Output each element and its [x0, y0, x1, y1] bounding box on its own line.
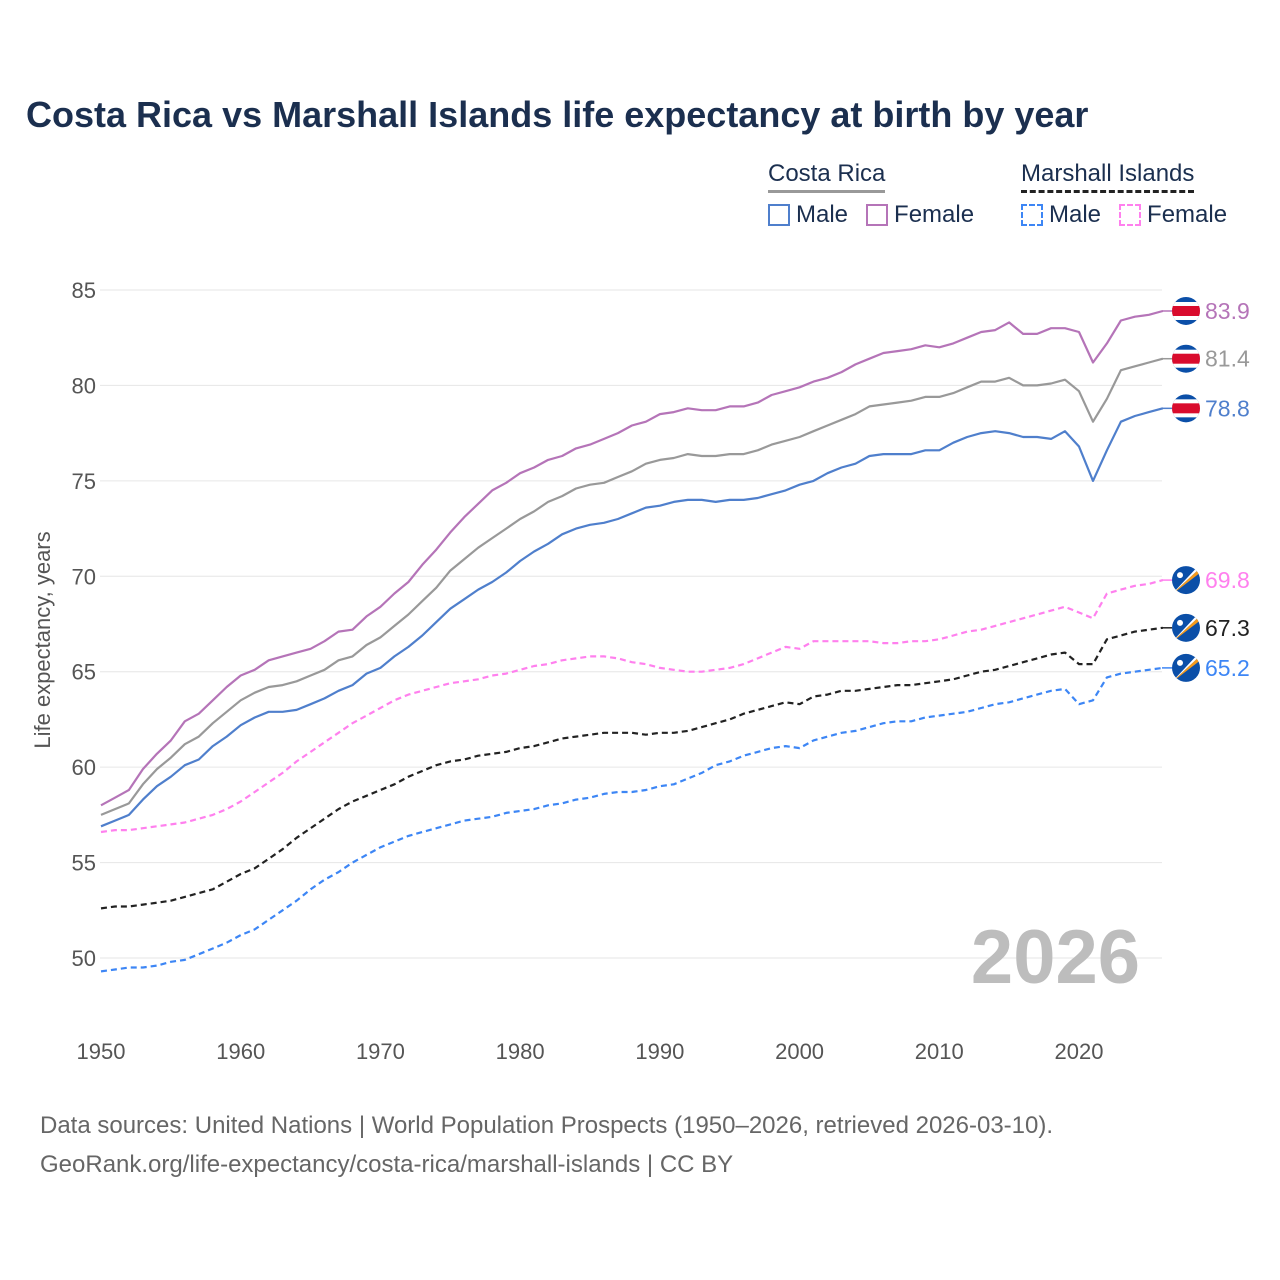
legend-costa-rica-male: Male: [768, 201, 848, 229]
legend-marshall-islands-female: Female: [1119, 201, 1227, 229]
legend-costa-rica-title: Costa Rica: [768, 160, 886, 193]
marshall-islands-flag-icon: [1172, 613, 1200, 642]
x-tick-label: 1960: [216, 1039, 265, 1064]
x-tick-label: 1950: [77, 1039, 126, 1064]
series-line-marshall-islands-male: [100, 666, 1163, 973]
series-line-costa-rica-total: [100, 357, 1164, 816]
footer: Data sources: United Nations | World Pop…: [40, 1106, 1053, 1184]
y-axis-label: Life expectancy, years: [30, 531, 55, 748]
end-value-label: 65.2: [1205, 655, 1250, 681]
y-tick-label: 85: [72, 278, 96, 303]
source-link[interactable]: GeoRank.org/life-expectancy/costa-rica/m…: [40, 1151, 734, 1178]
x-tick-label: 2010: [915, 1039, 964, 1064]
y-tick-label: 60: [72, 755, 96, 780]
x-tick-label: 1990: [635, 1039, 684, 1064]
legend-label: Female: [894, 201, 975, 228]
legend-costa-rica: Costa Rica Male Female: [768, 160, 974, 229]
costa-rica-flag-icon: [1172, 344, 1200, 373]
y-tick-label: 50: [72, 946, 96, 971]
y-tick-label: 55: [72, 851, 96, 876]
x-tick-label: 2020: [1055, 1039, 1104, 1064]
y-tick-label: 70: [72, 564, 96, 589]
chart-title: Costa Rica vs Marshall Islands life expe…: [26, 94, 1089, 135]
end-value-label: 81.4: [1205, 346, 1250, 372]
legend-marshall-islands-title: Marshall Islands: [1021, 160, 1195, 193]
series-line-costa-rica-male: [100, 407, 1164, 828]
costa-rica-flag-icon: [1172, 296, 1200, 325]
series-line-marshall-islands-female: [100, 579, 1164, 834]
marshall-islands-flag-icon: [1172, 566, 1200, 595]
year-watermark: 2026: [971, 915, 1140, 1000]
legend-marshall-islands-male: Male: [1021, 201, 1101, 229]
legend-marshall-islands: Marshall Islands Male Female: [1021, 160, 1227, 229]
x-tick-label: 1970: [356, 1039, 405, 1064]
y-tick-label: 65: [72, 660, 96, 685]
marshall-islands-flag-icon: [1172, 653, 1200, 682]
end-value-label: 67.3: [1205, 615, 1250, 641]
legend-label: Male: [796, 201, 849, 228]
legend-swatch: [768, 204, 790, 226]
y-tick-label: 75: [72, 469, 96, 494]
legend-swatch: [866, 204, 889, 226]
legend-costa-rica-female: Female: [866, 201, 974, 229]
legend-label: Female: [1147, 201, 1228, 228]
series-line-marshall-islands-total: [100, 626, 1163, 910]
legend-swatch: [1119, 204, 1142, 226]
series-line-costa-rica-female: [100, 309, 1164, 807]
end-value-label: 83.9: [1205, 298, 1250, 324]
end-value-label: 78.8: [1205, 395, 1250, 421]
end-value-label: 69.8: [1205, 567, 1250, 593]
x-tick-label: 1980: [496, 1039, 545, 1064]
legend-label: Male: [1049, 201, 1102, 228]
costa-rica-flag-icon: [1172, 394, 1200, 423]
x-tick-label: 2000: [775, 1039, 824, 1064]
y-tick-label: 80: [72, 373, 96, 398]
legend-swatch: [1021, 204, 1043, 226]
data-source-note: Data sources: United Nations | World Pop…: [40, 1112, 1054, 1139]
